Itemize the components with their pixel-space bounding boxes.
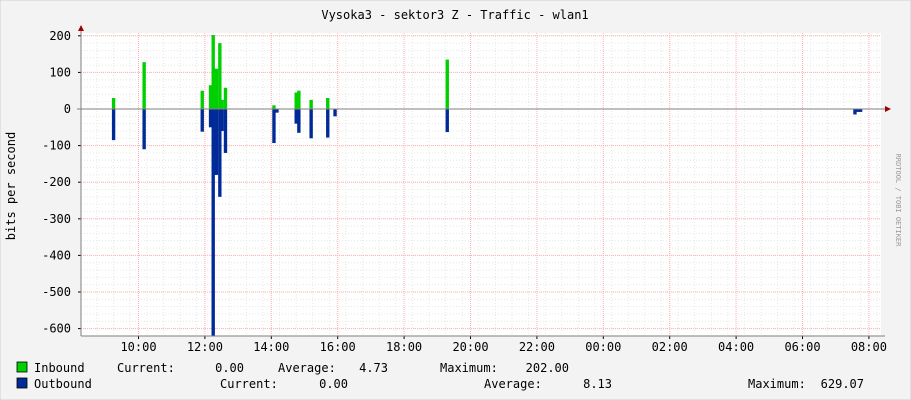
legend-inbound-name: Inbound [34,361,85,375]
bar-outbound [223,109,228,153]
bar-inbound [142,62,146,109]
bar-outbound [142,109,146,150]
x-tick-label: 12:00 [187,340,223,354]
legend-inbound-maximum-label: Maximum: [440,361,498,375]
series-layer [111,35,863,336]
bar-inbound [218,43,222,110]
y-tick-label: -500 [42,285,71,299]
bar-inbound [294,92,298,109]
bar-inbound [200,90,204,109]
legend: Inbound Current: 0.00 Average: 4.73 Maxi… [16,361,864,391]
bar-outbound [309,109,313,139]
bar-outbound [275,109,279,113]
bar-outbound [111,109,116,141]
legend-outbound-current-value: 0.00 [319,377,348,391]
legend-outbound-average-label: Average: [484,377,542,391]
y-tick-labels: 200 100 0 -100 -200 -300 -400 -500 -600 [42,29,71,336]
legend-inbound-current-label: Current: [117,361,175,375]
bar-inbound [223,87,228,109]
bar-outbound [856,109,860,112]
x-tick-label: 16:00 [320,340,356,354]
y-axis-label: bits per second [4,132,18,240]
bar-inbound [326,98,330,109]
bar-inbound [214,68,219,109]
grid [81,33,881,337]
series-outbound [111,109,863,336]
axes [77,25,891,339]
bar-inbound [297,90,301,109]
rrdtool-watermark: RRDTOOL / TOBI OETIKER [894,154,902,248]
bar-outbound [294,109,298,124]
legend-inbound: Inbound Current: 0.00 Average: 4.73 Maxi… [16,361,569,375]
x-tick-labels: 10:00 12:00 14:00 16:00 18:00 20:00 22:00 00:00… [120,340,887,354]
x-tick-label: 04:00 [718,340,754,354]
bar-outbound [211,109,215,336]
legend-outbound-maximum-value: 629.07 [821,377,864,391]
bar-outbound [200,109,204,132]
x-tick-label: 10:00 [120,340,156,354]
bar-outbound [853,109,857,115]
y-axis-arrow [78,25,84,31]
bar-outbound [214,109,219,175]
bar-inbound [309,99,313,109]
x-tick-label: 08:00 [851,340,887,354]
bar-inbound [220,99,224,109]
chart-title: Vysoka3 - sektor3 Z - Traffic - wlan1 [321,8,588,22]
y-tick-label: 200 [49,29,71,43]
bar-outbound [272,109,276,144]
x-tick-label: 14:00 [253,340,289,354]
bar-outbound [445,109,449,133]
y-tick-label: -200 [42,175,71,189]
bar-outbound [326,109,330,138]
legend-swatch-outbound [16,377,28,389]
bar-outbound [297,109,301,133]
legend-inbound-maximum-value: 202.00 [526,361,569,375]
y-tick-label: -400 [42,248,71,262]
legend-inbound-current-value: 0.00 [215,361,244,375]
legend-outbound-maximum-label: Maximum: [748,377,806,391]
y-tick-label: -600 [42,322,71,336]
bar-inbound [208,85,213,109]
legend-outbound-current-label: Current: [220,377,278,391]
bar-outbound [858,109,863,112]
y-tick-label: 100 [49,65,71,79]
bar-outbound [333,109,337,117]
x-tick-label: 20:00 [452,340,488,354]
x-tick-label: 22:00 [519,340,555,354]
legend-inbound-average-label: Average: [278,361,336,375]
x-tick-label: 02:00 [652,340,688,354]
x-tick-label: 18:00 [386,340,422,354]
bar-inbound [445,59,449,109]
bar-inbound [111,98,116,109]
bar-inbound [272,105,276,109]
x-tick-label: 06:00 [784,340,820,354]
bar-outbound [208,109,213,128]
legend-inbound-average-value: 4.73 [359,361,388,375]
y-tick-label: 0 [64,102,71,116]
y-tick-label: -300 [42,212,71,226]
legend-outbound-average-value: 8.13 [583,377,612,391]
x-tick-label: 00:00 [585,340,621,354]
bar-outbound [220,109,224,131]
x-axis-arrow [885,106,891,112]
series-inbound [111,35,449,110]
legend-outbound-name: Outbound [34,377,92,391]
bar-outbound [218,109,222,197]
y-tick-label: -100 [42,139,71,153]
legend-outbound: Outbound Current: 0.00 Average: 8.13 Max… [16,377,864,391]
legend-swatch-inbound [16,361,28,373]
